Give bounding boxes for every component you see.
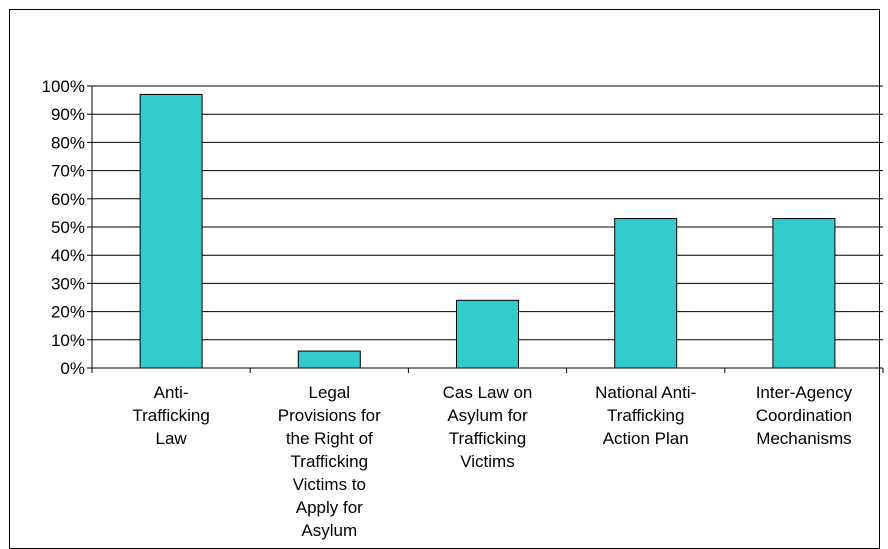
x-category-label-line: Law (156, 429, 188, 448)
x-category-label-line: Trafficking (607, 406, 684, 425)
x-axis-labels: Anti- Trafficking Law Legal Provisions for th… (132, 383, 852, 540)
y-tick-label: 0% (60, 359, 85, 378)
bar (772, 218, 836, 369)
x-category-label-line: Inter-Agency (756, 383, 853, 402)
x-category-label-line: Coordination (756, 406, 852, 425)
bar (139, 93, 203, 369)
x-category-label-line: Cas Law on (443, 383, 533, 402)
x-category-label-line: Mechanisms (756, 429, 851, 448)
x-category-label-line: Apply for (296, 498, 363, 517)
y-tick-label: 80% (51, 133, 85, 152)
x-category-label-line: Action Plan (603, 429, 689, 448)
x-category-label: National Anti- Trafficking Action Plan (595, 383, 696, 448)
y-tick-label: 50% (51, 218, 85, 237)
x-category-label-line: Asylum for (447, 406, 528, 425)
y-tick-label: 20% (51, 303, 85, 322)
x-category-label: Legal Provisions for the Right of Trafficki… (278, 383, 381, 540)
x-category-label: Cas Law on Asylum for Trafficking Victims (443, 383, 533, 471)
bar (456, 299, 519, 369)
x-category-label-line: Trafficking (132, 406, 209, 425)
x-category-label-line: the Right of (286, 429, 373, 448)
y-axis-ticks: 0% 10% 20% 30% 40% 50% 60% 70% 80% 90% 100% (42, 77, 92, 378)
y-tick-label: 70% (51, 162, 85, 181)
x-category-label-line: Legal (308, 383, 350, 402)
x-category-label: Anti- Trafficking Law (132, 383, 209, 448)
x-category-label-line: Victims (460, 452, 514, 471)
y-tick-label: 90% (51, 105, 85, 124)
y-tick-label: 10% (51, 331, 85, 350)
x-category-label: Inter-Agency Coordination Mechanisms (756, 383, 853, 448)
x-category-label-line: Anti- (154, 383, 189, 402)
y-tick-label: 60% (51, 190, 85, 209)
x-category-label-line: Trafficking (449, 429, 526, 448)
y-tick-label: 100% (42, 77, 85, 96)
x-category-label-line: Trafficking (291, 452, 368, 471)
bars (139, 93, 836, 369)
y-tick-label: 40% (51, 246, 85, 265)
x-category-label-line: National Anti- (595, 383, 696, 402)
bar (297, 350, 361, 369)
x-category-label-line: Victims to (293, 475, 366, 494)
x-category-label-line: Provisions for (278, 406, 381, 425)
bar (614, 218, 678, 369)
gridlines (92, 85, 883, 341)
y-tick-label: 30% (51, 274, 85, 293)
x-category-label-line: Asylum (301, 521, 357, 540)
